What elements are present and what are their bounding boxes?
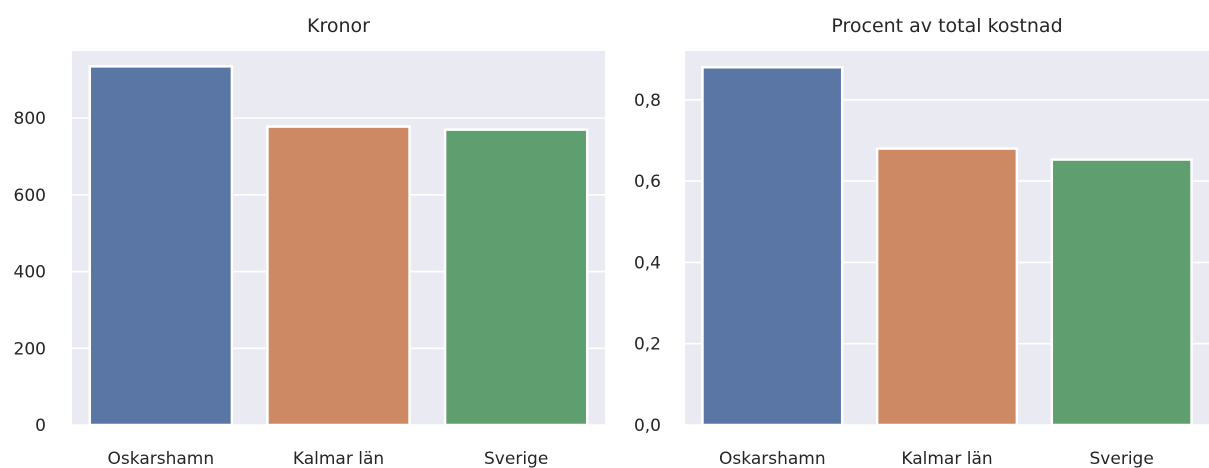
x-tick-label: Sverige [484,449,548,468]
chart-procent-av-total-kostnad: Procent av total kostnad 0,0 0,2 0,4 0,6 0,8 O… [634,15,1209,468]
y-tick-label: 600 [14,186,46,206]
x-tick-label: Oskarshamn [108,449,215,468]
y-tick-label: 0 [35,416,46,436]
bar-sverige [443,128,589,427]
x-tick-label: Oskarshamn [719,449,826,468]
bar-kalmar-lan [875,147,1019,427]
bar-oskarshamn [701,66,844,427]
x-tick-label: Kalmar län [901,449,992,468]
bar-sverige [1050,158,1193,427]
y-tick-label: 0,2 [634,335,661,355]
y-tick-label: 0,8 [634,91,661,111]
chart-title: Procent av total kostnad [831,15,1062,37]
bar-oskarshamn [88,65,234,427]
y-tick-label: 200 [14,339,46,359]
y-tick-label: 0,0 [634,416,661,436]
y-tick-label: 800 [14,109,46,129]
x-tick-label: Sverige [1090,449,1154,468]
y-tick-label: 400 [14,263,46,283]
chart-kronor: Kronor 0 200 400 600 800 Oskarshamn Kalmar län S… [14,15,605,468]
chart-title: Kronor [307,15,370,37]
bar-kalmar-lan [266,125,411,427]
x-tick-label: Kalmar län [293,449,384,468]
y-tick-label: 0,4 [634,253,661,273]
y-tick-label: 0,6 [634,172,661,192]
